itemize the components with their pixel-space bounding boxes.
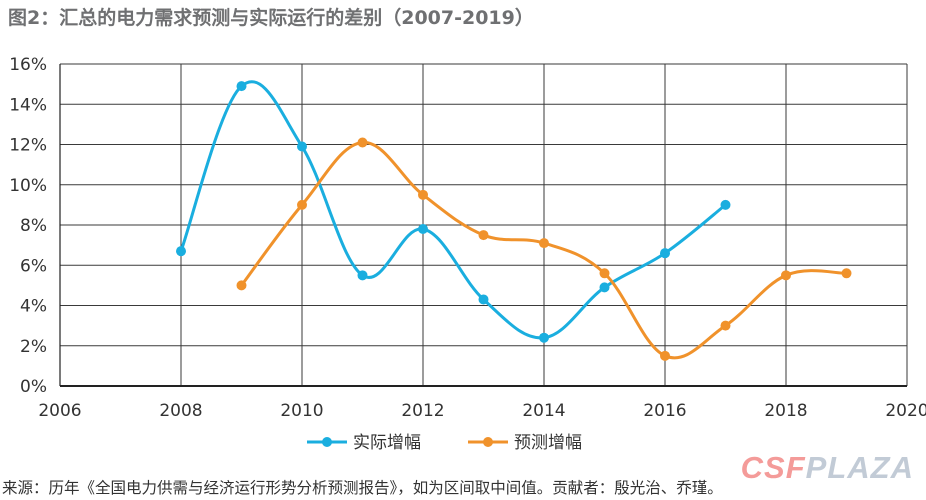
x-tick-label: 2012: [401, 401, 444, 421]
data-point: [357, 270, 368, 281]
y-tick-label: 12%: [9, 136, 47, 156]
watermark-logo: CSFPLAZA: [741, 450, 914, 486]
y-tick-label: 8%: [20, 216, 47, 236]
data-point: [236, 280, 247, 291]
y-tick-label: 14%: [9, 95, 47, 115]
x-tick-label: 2018: [764, 401, 807, 421]
data-point: [357, 137, 368, 148]
data-point: [297, 141, 307, 152]
data-point: [841, 268, 852, 279]
data-point: [176, 246, 186, 257]
source-note: 来源：历年《全国电力供需与经济运行形势分析预测报告》，如为区间取中间值。贡献者：…: [2, 479, 723, 497]
data-point: [478, 294, 489, 305]
data-point: [297, 199, 307, 210]
x-tick-label: 2014: [522, 401, 565, 421]
legend: 实际增幅 预测增幅: [307, 433, 582, 453]
data-point: [539, 238, 549, 249]
grid-lines: [60, 63, 908, 386]
chart-title: 图2：汇总的电力需求预测与实际运行的差别（2007-2019）: [8, 7, 534, 29]
data-point: [781, 270, 791, 281]
x-tick-label: 2020: [885, 401, 926, 421]
data-point: [236, 81, 247, 92]
watermark-part2: PLAZA: [805, 450, 914, 485]
y-tick-label: 10%: [9, 176, 47, 196]
data-point: [720, 320, 731, 331]
x-tick-label: 2016: [643, 401, 686, 421]
x-tick-label: 2006: [38, 401, 81, 421]
data-point: [720, 199, 731, 210]
y-tick-label: 4%: [20, 297, 47, 317]
legend-swatch-dot: [483, 437, 493, 447]
x-tick-label: 2008: [159, 401, 202, 421]
y-tick-label: 0%: [20, 377, 47, 397]
data-point: [418, 189, 428, 200]
data-point: [418, 224, 428, 235]
data-point: [599, 268, 610, 279]
y-tick-label: 2%: [20, 337, 47, 357]
data-point: [539, 332, 549, 343]
watermark-part1: CSF: [740, 450, 806, 485]
y-tick-label: 6%: [20, 256, 47, 276]
series-layer: [176, 80, 852, 361]
legend-swatch-dot: [322, 437, 332, 447]
series-line-1: [179, 80, 727, 340]
x-tick-label: 2010: [280, 401, 323, 421]
data-point: [599, 282, 610, 293]
axes: 0% 2% 4% 6% 8% 10% 12% 14% 16% 2006 2008 2010 2012 20…: [9, 55, 926, 421]
data-point: [660, 350, 670, 361]
legend-label: 预测增幅: [514, 433, 582, 453]
legend-label: 实际增幅: [353, 433, 421, 453]
y-tick-label: 16%: [9, 55, 47, 75]
data-point: [660, 248, 670, 259]
data-point: [478, 230, 489, 241]
